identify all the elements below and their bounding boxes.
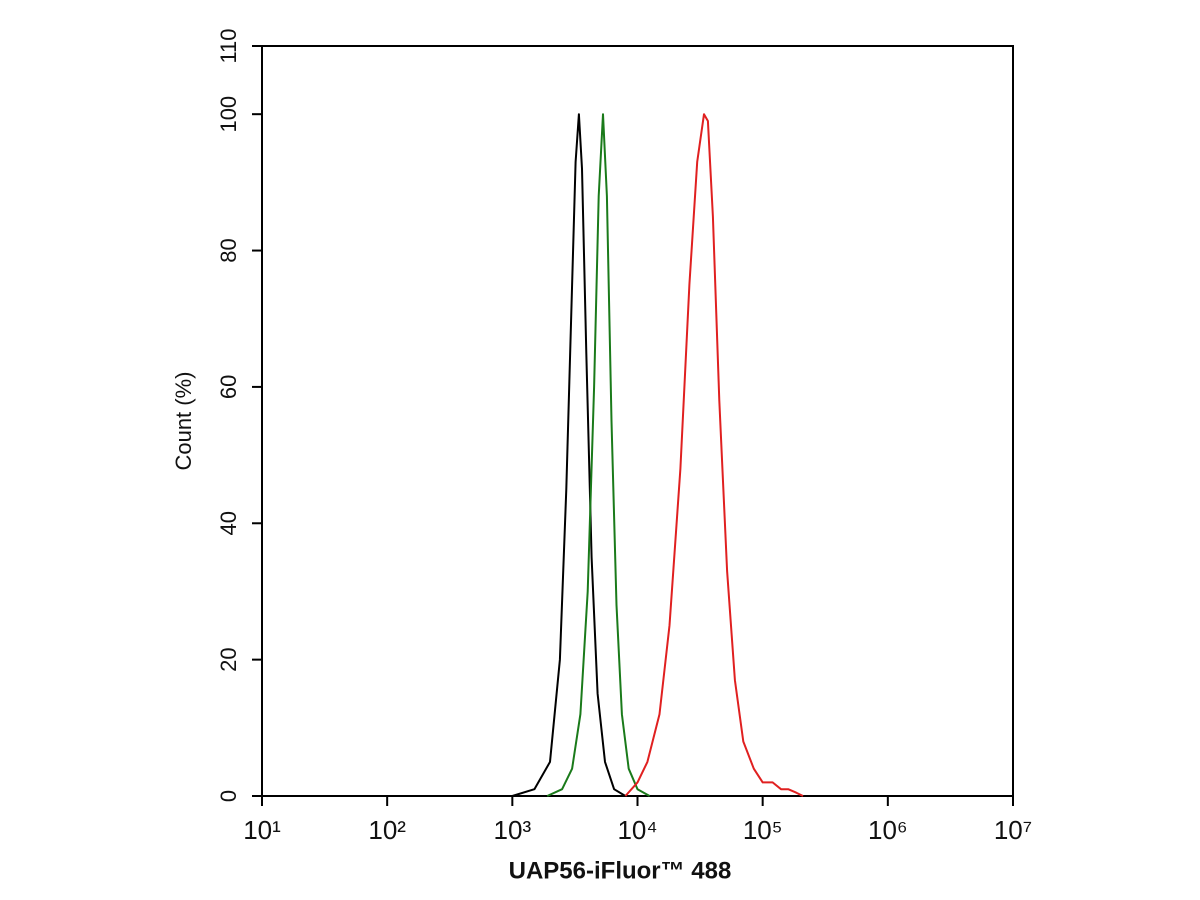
x-tick-label: 10⁶: [868, 815, 908, 845]
y-tick-label: 60: [216, 375, 241, 399]
y-tick-label: 20: [216, 647, 241, 671]
series-line: [512, 113, 626, 797]
series-line: [546, 113, 651, 797]
y-tick-label: 40: [216, 511, 241, 535]
x-tick-label: 10²: [368, 815, 406, 845]
y-tick-label: 0: [216, 790, 241, 802]
x-tick-label: 10¹: [243, 815, 281, 845]
x-tick-label: 10³: [494, 815, 532, 845]
plot-frame: [261, 45, 1014, 797]
x-tick-label: 10⁷: [994, 815, 1032, 845]
x-tick-label: 10⁵: [743, 815, 783, 845]
y-tick-label: 110: [216, 28, 241, 63]
y-tick-label: 80: [216, 238, 241, 262]
x-axis-label: UAP56-iFluor™ 488: [509, 857, 732, 884]
y-axis-label: Count (%): [171, 371, 196, 470]
y-tick-label: 100: [216, 96, 241, 133]
x-tick-label: 10⁴: [617, 815, 657, 845]
series-line: [624, 113, 804, 797]
